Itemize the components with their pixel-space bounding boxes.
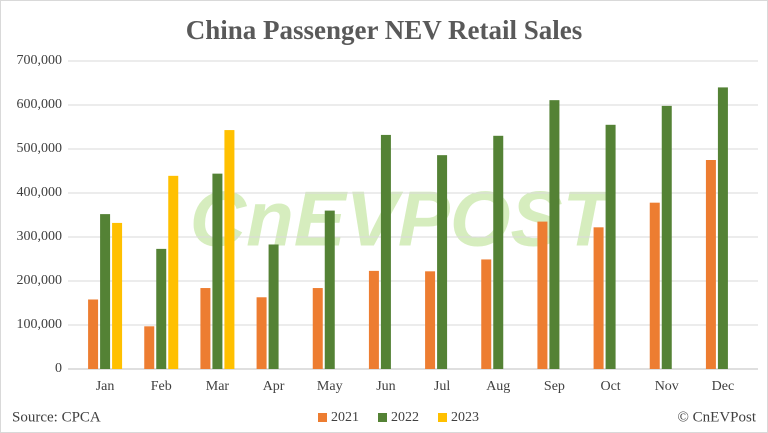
- bar: [100, 214, 111, 369]
- x-tick-label: Apr: [263, 379, 285, 394]
- bar: [605, 124, 616, 369]
- x-tick-label: May: [317, 379, 343, 394]
- bar: [212, 173, 223, 369]
- source: Source: CPCA: [12, 409, 101, 425]
- legend-swatch: [318, 413, 327, 422]
- y-tick-label: 500,000: [17, 141, 63, 156]
- x-tick-label: Jul: [434, 379, 450, 394]
- legend-label: 2021: [331, 410, 359, 425]
- bar: [705, 160, 716, 369]
- x-tick-label: Sep: [544, 379, 565, 394]
- y-tick-label: 600,000: [17, 97, 63, 112]
- bar: [156, 248, 167, 369]
- x-tick-label: Nov: [655, 379, 679, 394]
- bar: [312, 288, 323, 369]
- bar: [717, 87, 728, 370]
- legend-label: 2022: [391, 410, 419, 425]
- bar: [324, 210, 335, 369]
- y-tick-label: 700,000: [17, 53, 63, 68]
- chart-title: China Passenger NEV Retail Sales: [186, 15, 583, 45]
- bar: [168, 175, 179, 369]
- bar: [425, 271, 436, 369]
- bar: [200, 288, 211, 369]
- bar: [380, 134, 391, 369]
- bar: [437, 155, 448, 369]
- bar: [649, 202, 660, 369]
- legend-swatch: [438, 413, 447, 422]
- y-tick-label: 200,000: [17, 273, 63, 288]
- x-tick-label: Feb: [151, 379, 172, 394]
- y-tick-label: 400,000: [17, 185, 63, 200]
- x-tick-label: Mar: [206, 379, 230, 394]
- x-tick-label: Jun: [376, 379, 395, 394]
- x-tick-label: Jan: [96, 379, 115, 394]
- bar: [224, 130, 235, 369]
- bar: [549, 100, 560, 369]
- bar: [256, 297, 267, 369]
- y-tick-label: 0: [55, 361, 62, 376]
- x-tick-label: Dec: [712, 379, 735, 394]
- legend-swatch: [378, 413, 387, 422]
- legend-label: 2023: [451, 410, 479, 425]
- y-tick-label: 100,000: [17, 317, 63, 332]
- bar: [537, 221, 548, 369]
- bar: [661, 105, 672, 369]
- x-tick-label: Aug: [486, 379, 510, 394]
- bar: [268, 244, 279, 369]
- bar: [144, 326, 155, 369]
- x-tick-label: Oct: [600, 379, 620, 394]
- y-tick-label: 300,000: [17, 229, 63, 244]
- bar: [481, 259, 492, 369]
- bar: [368, 270, 379, 369]
- bar: [593, 227, 604, 369]
- credit: © CnEVPost: [678, 409, 757, 425]
- bar: [493, 135, 504, 369]
- bar: [112, 222, 123, 369]
- bar: [88, 299, 99, 369]
